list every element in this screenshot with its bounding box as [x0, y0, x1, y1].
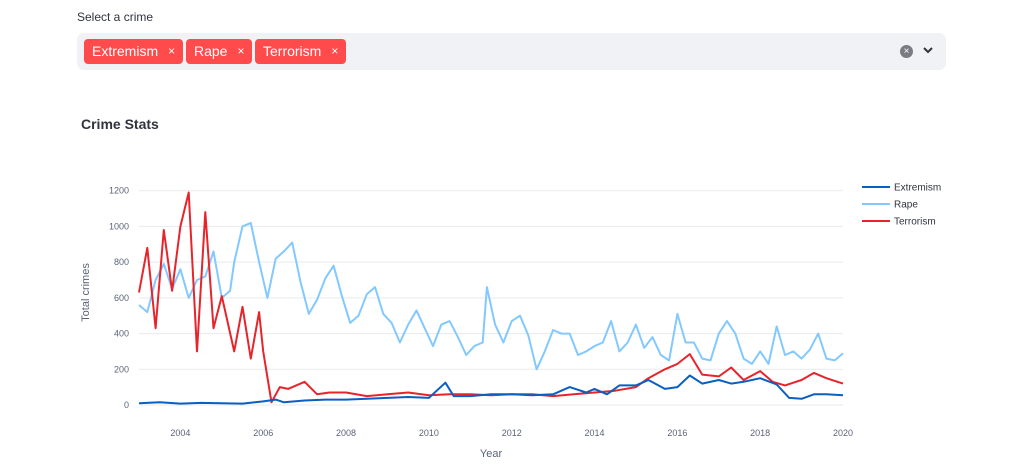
- tag-terrorism: Terrorism ×: [255, 39, 347, 64]
- y-tick-label: 1200: [109, 186, 129, 196]
- tag-extremism: Extremism ×: [84, 39, 184, 64]
- legend-label: Terrorism: [894, 217, 936, 228]
- y-tick-label: 800: [114, 257, 129, 267]
- x-tick-label: 2006: [253, 428, 273, 438]
- x-tick-label: 2014: [585, 428, 605, 438]
- tag-label: Rape: [194, 43, 228, 59]
- y-tick-label: 600: [114, 293, 129, 303]
- y-tick-label: 0: [124, 400, 129, 410]
- clear-all-icon[interactable]: ×: [900, 45, 913, 58]
- y-tick-label: 200: [114, 364, 129, 374]
- x-tick-label: 2010: [419, 428, 439, 438]
- series-line-terrorism: [138, 191, 844, 404]
- x-tick-label: 2020: [833, 428, 853, 438]
- select-crime-label: Select a crime: [77, 10, 154, 24]
- remove-tag-icon[interactable]: ×: [168, 44, 176, 58]
- x-tick-label: 2016: [667, 428, 687, 438]
- chevron-down-icon[interactable]: [921, 41, 935, 61]
- x-tick-label: 2018: [750, 428, 770, 438]
- y-tick-label: 1000: [109, 221, 129, 231]
- x-axis-title: Year: [480, 448, 503, 460]
- series-line-rape: [138, 221, 844, 371]
- crime-multiselect[interactable]: Extremism × Rape × Terrorism × ×: [77, 33, 946, 70]
- y-axis-title: Total crimes: [80, 263, 92, 322]
- tag-label: Extremism: [92, 43, 159, 59]
- remove-tag-icon[interactable]: ×: [237, 44, 245, 58]
- y-tick-label: 400: [114, 329, 129, 339]
- series-line-extremism: [138, 374, 844, 405]
- chart-title: Crime Stats: [81, 116, 159, 132]
- legend-label: Extremism: [894, 183, 941, 194]
- tag-label: Terrorism: [263, 43, 322, 59]
- x-tick-label: 2008: [336, 428, 356, 438]
- remove-tag-icon[interactable]: ×: [331, 44, 339, 58]
- legend-label: Rape: [894, 200, 918, 211]
- x-tick-label: 2012: [502, 428, 522, 438]
- tag-rape: Rape ×: [186, 39, 253, 64]
- x-tick-label: 2004: [170, 428, 190, 438]
